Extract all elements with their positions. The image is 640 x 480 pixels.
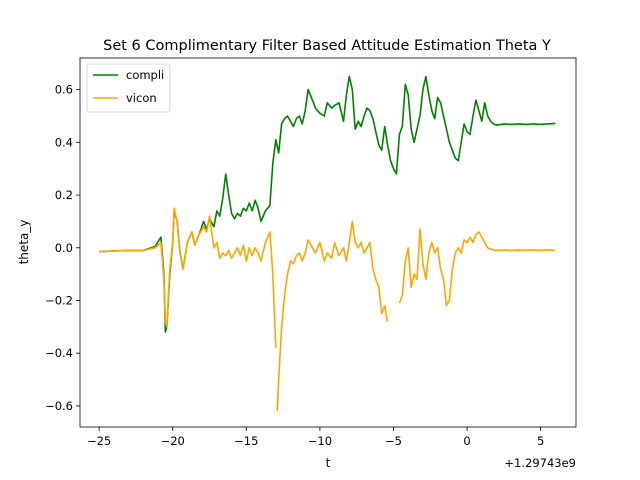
legend-label-compli: compli	[126, 68, 164, 82]
y-tick-label: 0.6	[55, 83, 73, 97]
plot-lines	[99, 75, 556, 412]
legend: compli vicon	[86, 63, 171, 113]
y-tick-label: 0.4	[55, 135, 73, 149]
y-tick-label: 0.0	[55, 241, 73, 255]
y-tick-label: 0.2	[55, 188, 73, 202]
y-axis: −0.6 −0.4 −0.2 0.0 0.2 0.4 0.6	[45, 83, 80, 413]
x-tick-label: −10	[308, 434, 332, 448]
x-tick-label: 0	[463, 434, 470, 448]
x-tick-label: −15	[234, 434, 258, 448]
chart-title: Set 6 Complimentary Filter Based Attitud…	[103, 38, 551, 54]
y-tick-label: −0.2	[45, 293, 73, 307]
plot-frame	[79, 57, 577, 428]
series-line-vicon-segment-2	[276, 220, 389, 412]
y-tick-label: −0.4	[45, 346, 73, 360]
x-tick-label: 5	[537, 434, 544, 448]
x-tick-label: −25	[87, 434, 111, 448]
legend-box	[86, 63, 171, 113]
series-line-vicon-segment-1	[99, 207, 277, 348]
x-axis-label: t	[326, 456, 331, 470]
x-tick-label: −20	[161, 434, 185, 448]
x-axis: −25 −20 −15 −10 −5 0 5	[87, 427, 544, 448]
series-line-compli	[99, 75, 556, 333]
series-line-vicon-segment-3	[398, 228, 556, 307]
x-tick-label: −5	[385, 434, 402, 448]
legend-label-vicon: vicon	[126, 91, 157, 105]
y-tick-label: −0.6	[45, 399, 73, 413]
y-axis-label: theta_y	[17, 220, 31, 265]
x-axis-offset-label: +1.29743e9	[504, 456, 576, 470]
